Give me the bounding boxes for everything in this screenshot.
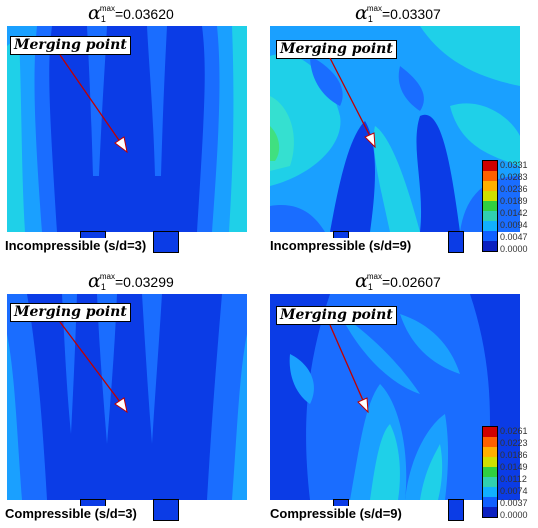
panel-title: α1max=0.02607 (355, 270, 441, 292)
merging-point-label: Merging point (10, 36, 131, 55)
panel-caption: Compressible (s/d=9) (268, 506, 404, 521)
panel-caption: Compressible (s/d=3) (3, 506, 139, 521)
legend-tick: 0.0047 (500, 232, 528, 242)
contour-field (7, 294, 247, 500)
contour-field (7, 26, 247, 232)
legend-tick: 0.0189 (500, 196, 528, 206)
legend-tick: 0.0149 (500, 462, 528, 472)
legend-tick: 0.0186 (500, 450, 528, 460)
legend-colorbar (482, 426, 498, 518)
panel-title: α1max=0.03620 (88, 2, 174, 24)
legend-colorbar (482, 160, 498, 252)
merging-point-label: Merging point (276, 40, 397, 59)
panel-caption: Incompressible (s/d=9) (268, 238, 414, 253)
jet-inlet-right (448, 499, 464, 521)
contour-field (270, 26, 520, 232)
legend-tick: 0.0094 (500, 220, 528, 230)
legend-tick: 0.0112 (500, 474, 527, 484)
panel-title: α1max=0.03307 (355, 2, 441, 24)
jet-inlet-right (153, 499, 179, 521)
legend-tick: 0.0236 (500, 184, 528, 194)
legend-tick: 0.0142 (500, 208, 528, 218)
contour-field (270, 294, 520, 500)
jet-inlet-right (153, 231, 179, 253)
legend-tick: 0.0283 (500, 172, 528, 182)
panel-title: α1max=0.03299 (88, 270, 174, 292)
legend-tick: 0.0261 (500, 426, 528, 436)
legend-tick: 0.0331 (500, 160, 528, 170)
legend-tick: 0.0074 (500, 486, 528, 496)
jet-inlet-right (448, 231, 464, 253)
legend-tick: 0.0000 (500, 510, 528, 520)
legend-tick: 0.0037 (500, 498, 528, 508)
merging-point-label: Merging point (276, 306, 397, 325)
panel-caption: Incompressible (s/d=3) (3, 238, 149, 253)
merging-point-label: Merging point (10, 303, 131, 322)
legend-tick: 0.0223 (500, 438, 528, 448)
legend-tick: 0.0000 (500, 244, 528, 254)
